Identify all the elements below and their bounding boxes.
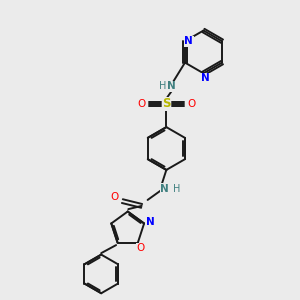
Text: N: N <box>201 74 209 83</box>
Text: O: O <box>136 243 144 253</box>
Text: O: O <box>111 192 119 202</box>
Text: O: O <box>187 99 195 109</box>
Text: N: N <box>146 217 154 227</box>
Text: N: N <box>160 184 169 194</box>
Text: H: H <box>159 81 166 91</box>
Text: N: N <box>184 36 193 46</box>
Text: N: N <box>167 81 176 91</box>
Text: S: S <box>162 98 171 110</box>
Text: H: H <box>173 184 180 194</box>
Text: O: O <box>138 99 146 109</box>
